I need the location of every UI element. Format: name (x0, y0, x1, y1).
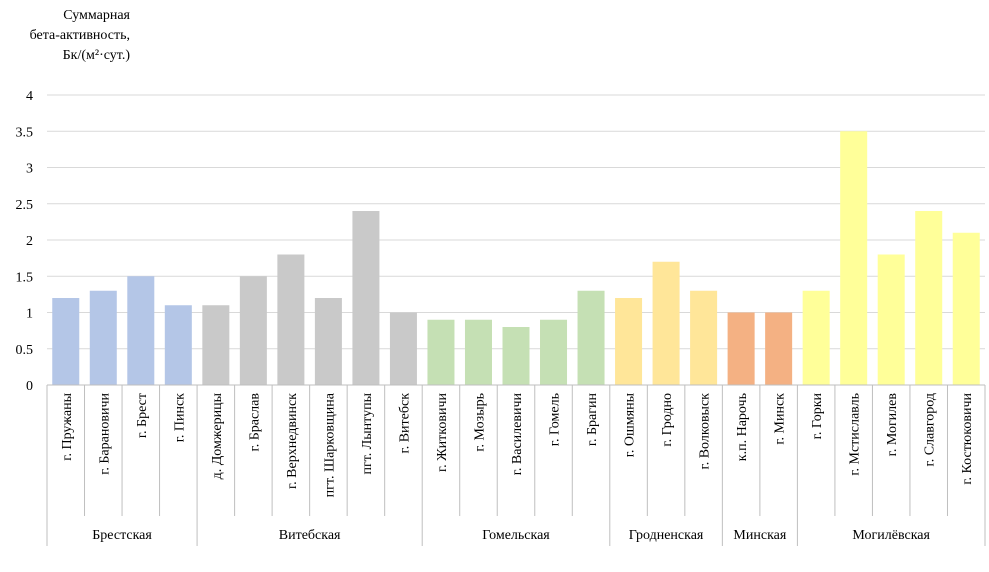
bar (690, 290, 718, 385)
bar (915, 211, 943, 385)
group-label: Витебская (279, 528, 341, 543)
bar (652, 261, 680, 385)
y-tick-label: 2 (26, 234, 33, 249)
y-tick-label: 3.5 (16, 125, 34, 140)
bar (202, 305, 230, 385)
bar (577, 290, 605, 385)
x-tick-label: г. Пружаны (60, 392, 75, 460)
x-tick-label: г. Витебск (397, 393, 412, 454)
x-tick-label: к.п. Нарочь (735, 393, 750, 461)
group-label: Могилёвская (852, 528, 930, 543)
group-label: Гродненская (629, 528, 704, 543)
x-tick-label: пгт. Шарковщина (322, 392, 337, 497)
x-tick-label: г. Верхнедвинск (285, 393, 300, 489)
bar (314, 298, 342, 385)
bar (615, 298, 643, 385)
group-label: Гомельская (482, 528, 550, 543)
bar (239, 276, 267, 385)
x-tick-label: г. Волковыск (698, 393, 713, 470)
x-tick-label: пгт. Лынтупы (360, 392, 375, 474)
bar (765, 312, 793, 385)
x-tick-label: г. Минск (773, 393, 788, 445)
x-tick-label: г. Славгород (923, 393, 938, 466)
x-tick-label: г. Василевичи (510, 393, 525, 476)
x-tick-label: г. Горки (810, 393, 825, 440)
y-axis-title-line-1: Суммарная (63, 8, 130, 23)
bar (464, 319, 492, 385)
bar (727, 312, 755, 385)
y-tick-label: 3 (26, 162, 33, 177)
bar (352, 211, 380, 385)
y-tick-label: 2.5 (16, 198, 34, 213)
x-tick-label: г. Гомель (548, 393, 563, 446)
x-tick-label: г. Костюковичи (960, 392, 975, 484)
y-axis-title-line-3: Бк/(м²·сут.) (62, 48, 130, 63)
x-tick-label: г. Мозырь (472, 393, 487, 452)
y-tick-label: 0 (26, 379, 33, 394)
x-tick-label: г. Могилев (885, 393, 900, 457)
group-label: Брестская (92, 528, 152, 543)
bar (540, 319, 568, 385)
bar (164, 305, 192, 385)
bar (427, 319, 455, 385)
bar (502, 327, 530, 385)
x-tick-label: д. Домжерицы (210, 392, 225, 479)
y-tick-label: 4 (26, 89, 33, 104)
bar (840, 131, 868, 385)
bar (952, 232, 980, 385)
x-tick-label: г. Мстиславль (848, 393, 863, 476)
y-tick-label: 1.5 (16, 270, 34, 285)
bar (389, 312, 417, 385)
x-tick-label: г. Брест (135, 393, 150, 438)
bar (277, 254, 305, 385)
bar (127, 276, 155, 385)
bar (52, 298, 80, 385)
x-tick-label: г. Гродно (660, 393, 675, 447)
x-tick-label: г. Барановичи (97, 393, 112, 475)
x-tick-label: г. Пинск (172, 393, 187, 442)
x-tick-label: г. Житковичи (435, 392, 450, 472)
y-tick-label: 1 (26, 307, 33, 322)
y-axis-title-line-2: бета-активность, (29, 28, 130, 43)
x-tick-label: г. Браслав (247, 393, 262, 452)
x-tick-label: г. Брагин (585, 393, 600, 447)
x-tick-label: г. Ошмяны (623, 392, 638, 457)
bar (89, 290, 117, 385)
bar (877, 254, 905, 385)
y-tick-label: 0.5 (16, 343, 34, 358)
y-axis-title: Суммарная бета-активность, Бк/(м²·сут.) (18, 6, 130, 66)
group-label: Минская (733, 528, 786, 543)
bar (802, 290, 830, 385)
